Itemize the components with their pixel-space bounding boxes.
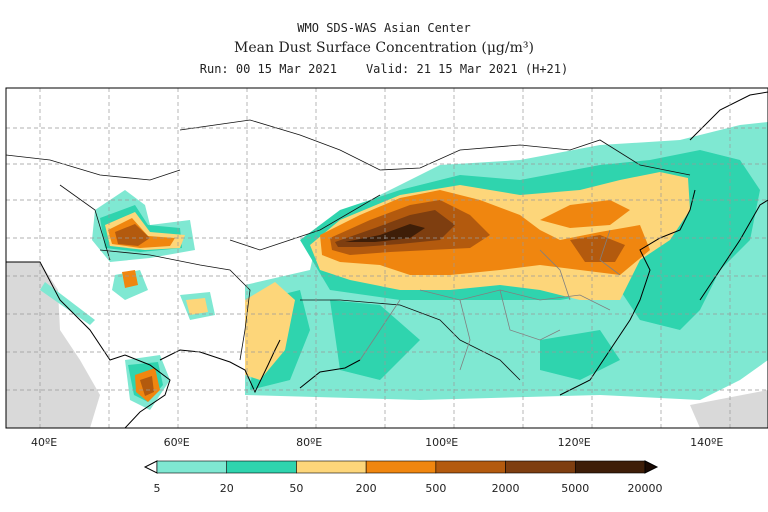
valid-time: Valid: 21 15 Mar 2021 (H+21) (365, 62, 569, 76)
colorbar-bin (296, 460, 367, 474)
colorbar-bin (574, 460, 646, 474)
graticule (6, 88, 768, 428)
colorbar-level-label: 200 (355, 482, 377, 495)
map-frame (5, 87, 768, 429)
colorbar-bin (435, 460, 506, 474)
lon-label: 140ºE (690, 436, 724, 449)
province-borders (359, 229, 621, 371)
header-organization: WMO SDS-WAS Asian Center (297, 21, 471, 35)
colorbar-bin (156, 460, 228, 474)
lon-label: 120ºE (557, 436, 591, 449)
no-data-region-west (6, 262, 100, 428)
lon-label: 80ºE (296, 436, 323, 449)
colorbar-over-arrow (644, 460, 659, 474)
colorbar-level-label: 5000 (561, 482, 590, 495)
coastlines (6, 91, 768, 428)
map-title: Mean Dust Surface Concentration (μg/m³) (234, 40, 534, 56)
lon-label: 40ºE (31, 436, 58, 449)
colorbar-bin (365, 460, 437, 474)
country-borders (6, 119, 691, 381)
run-time: Run: 00 15 Mar 2021 (199, 62, 338, 76)
colorbar-level-label: 2000 (491, 482, 520, 495)
colorbar-level-label: 500 (425, 482, 447, 495)
colorbar-under-arrow (143, 460, 158, 474)
colorbar-level-label: 50 (289, 482, 304, 495)
no-data-region-east (690, 390, 768, 428)
colorbar (143, 460, 659, 474)
dust-level-7 (345, 224, 425, 242)
colorbar-bin (505, 460, 576, 474)
lon-label: 60ºE (163, 436, 190, 449)
lon-label: 100ºE (425, 436, 459, 449)
run-valid-line: Run: 00 15 Mar 2021 Valid: 21 15 Mar 202… (0, 62, 768, 76)
colorbar-level-label: 5 (153, 482, 161, 495)
colorbar-bin (226, 460, 297, 474)
colorbar-level-label: 20000 (627, 482, 663, 495)
colorbar-level-label: 20 (219, 482, 234, 495)
